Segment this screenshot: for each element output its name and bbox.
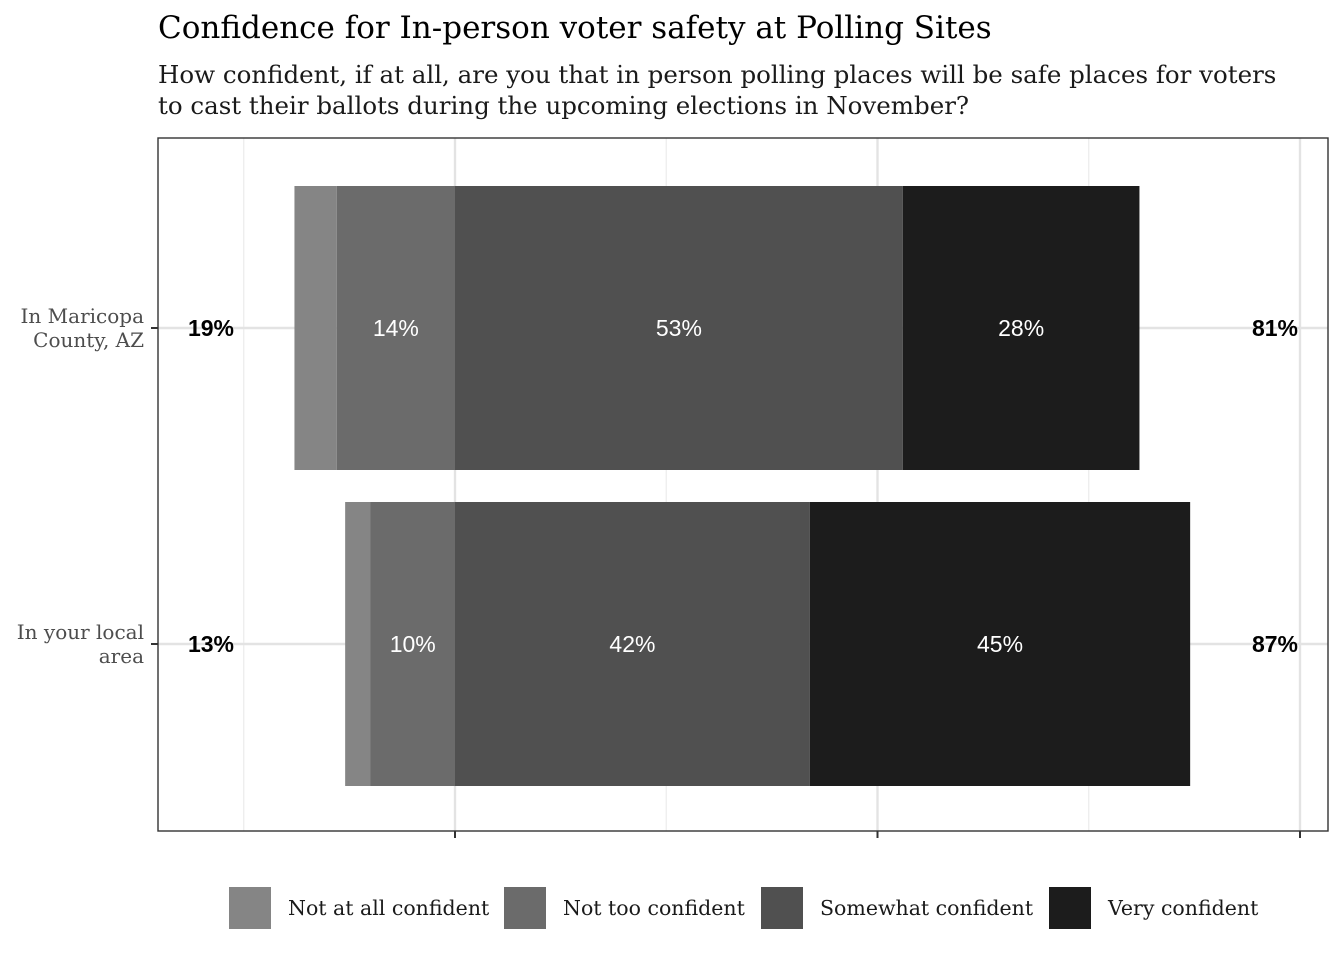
bar-segment (345, 502, 371, 786)
y-tick-label: In Maricopa (21, 304, 145, 328)
legend-label: Not at all confident (288, 896, 490, 920)
legend-label: Somewhat confident (820, 896, 1034, 920)
bar-data-label: 10% (390, 631, 436, 657)
bar-segment (336, 186, 455, 470)
negative-total-label: 13% (188, 631, 234, 657)
bar-data-label: 14% (373, 315, 419, 341)
legend-label: Very confident (1107, 896, 1259, 920)
legend: Not at all confident Not too confident Som… (229, 887, 1259, 929)
y-tick-label: In your local (17, 620, 144, 644)
bar-data-label: 42% (609, 631, 655, 657)
bar-segment (294, 186, 337, 470)
negative-total-label: 19% (188, 315, 234, 341)
legend-label: Not too confident (563, 896, 746, 920)
chart-subtitle-line-1: How confident, if at all, are you that i… (158, 60, 1276, 89)
legend-key (761, 887, 803, 929)
positive-total-label: 87% (1252, 631, 1298, 657)
y-tick-label: area (99, 644, 144, 668)
bar-segment (455, 186, 903, 470)
legend-key (504, 887, 546, 929)
bar-segment (809, 502, 1191, 786)
bar-data-label: 45% (977, 631, 1023, 657)
bar-segment (902, 186, 1140, 470)
panel-border (157, 137, 1329, 832)
bar-segment (370, 502, 455, 786)
positive-total-label: 81% (1252, 315, 1298, 341)
bar-segment (455, 502, 810, 786)
bar-data-label: 28% (998, 315, 1044, 341)
legend-key (1049, 887, 1091, 929)
chart-title: Confidence for In-person voter safety at… (158, 10, 992, 46)
legend-key (229, 887, 271, 929)
bar-data-label: 53% (656, 315, 702, 341)
chart-subtitle-line-2: to cast their ballots during the upcomin… (158, 91, 969, 120)
y-tick-label: County, AZ (33, 328, 144, 352)
